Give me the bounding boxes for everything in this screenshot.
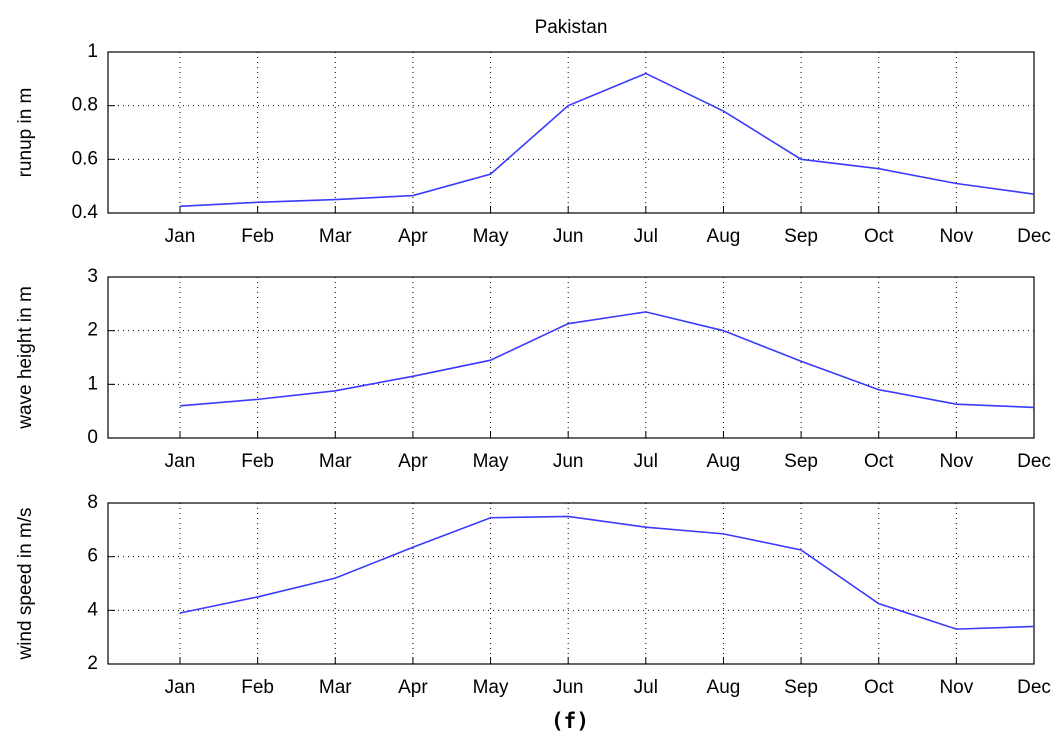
data-line — [179, 515, 1035, 630]
x-tick-label: Jan — [165, 677, 196, 698]
x-tick-label: Aug — [707, 226, 741, 247]
y-tick-label: 8 — [87, 492, 98, 513]
x-tick-label: Feb — [241, 677, 274, 698]
y-axis-label: wind speed in m/s — [15, 507, 36, 660]
x-tick-label: Jun — [553, 226, 584, 247]
axes-box — [107, 51, 1035, 214]
x-tick-label: Mar — [319, 226, 352, 247]
x-tick-label: Sep — [784, 226, 818, 247]
x-tick-label: May — [473, 677, 509, 698]
x-tick-label: Nov — [939, 451, 973, 472]
x-tick-label: Aug — [707, 677, 741, 698]
y-tick-label: 0 — [87, 427, 98, 448]
chart-title: Pakistan — [535, 17, 608, 38]
x-tick-label: Sep — [784, 451, 818, 472]
x-tick-label: Jul — [634, 677, 658, 698]
x-tick-label: Dec — [1017, 226, 1051, 247]
y-tick-label: 6 — [87, 546, 98, 567]
x-tick-label: Oct — [864, 677, 894, 698]
x-tick-label: Jul — [634, 226, 658, 247]
y-tick-label: 4 — [87, 599, 98, 620]
x-tick-label: Apr — [398, 677, 428, 698]
y-tick-label: 0.8 — [72, 95, 98, 116]
x-tick-label: Oct — [864, 451, 894, 472]
y-tick-label: 0.6 — [72, 148, 98, 169]
x-tick-label: May — [473, 451, 509, 472]
x-tick-label: Aug — [707, 451, 741, 472]
y-tick-label: 2 — [87, 653, 98, 674]
y-tick-label: 0.4 — [72, 202, 99, 223]
data-line — [179, 311, 1035, 409]
x-tick-label: Feb — [241, 226, 274, 247]
x-tick-label: Jan — [165, 451, 196, 472]
x-tick-label: May — [473, 226, 509, 247]
data-line — [179, 72, 1035, 208]
x-tick-label: Feb — [241, 451, 274, 472]
y-tick-label: 3 — [87, 266, 98, 287]
caption: (f) — [551, 709, 589, 733]
x-tick-label: Dec — [1017, 677, 1051, 698]
y-tick-label: 1 — [87, 373, 98, 394]
x-tick-label: Jul — [634, 451, 658, 472]
x-tick-label: Dec — [1017, 451, 1051, 472]
y-tick-label: 2 — [87, 320, 98, 341]
x-tick-label: Apr — [398, 226, 428, 247]
y-tick-label: 1 — [87, 41, 98, 62]
y-axis-label: runup in m — [15, 88, 36, 178]
x-tick-label: Sep — [784, 677, 818, 698]
x-tick-label: Nov — [939, 677, 973, 698]
axes-box — [107, 502, 1035, 665]
x-tick-label: Oct — [864, 226, 894, 247]
x-tick-label: Jan — [165, 226, 196, 247]
y-axis-label: wave height in m — [15, 286, 36, 430]
x-tick-label: Jun — [553, 677, 584, 698]
x-tick-label: Nov — [939, 226, 973, 247]
axes-box — [107, 276, 1035, 439]
x-tick-label: Apr — [398, 451, 428, 472]
x-tick-label: Jun — [553, 451, 584, 472]
x-tick-label: Mar — [319, 677, 352, 698]
x-tick-label: Mar — [319, 451, 352, 472]
